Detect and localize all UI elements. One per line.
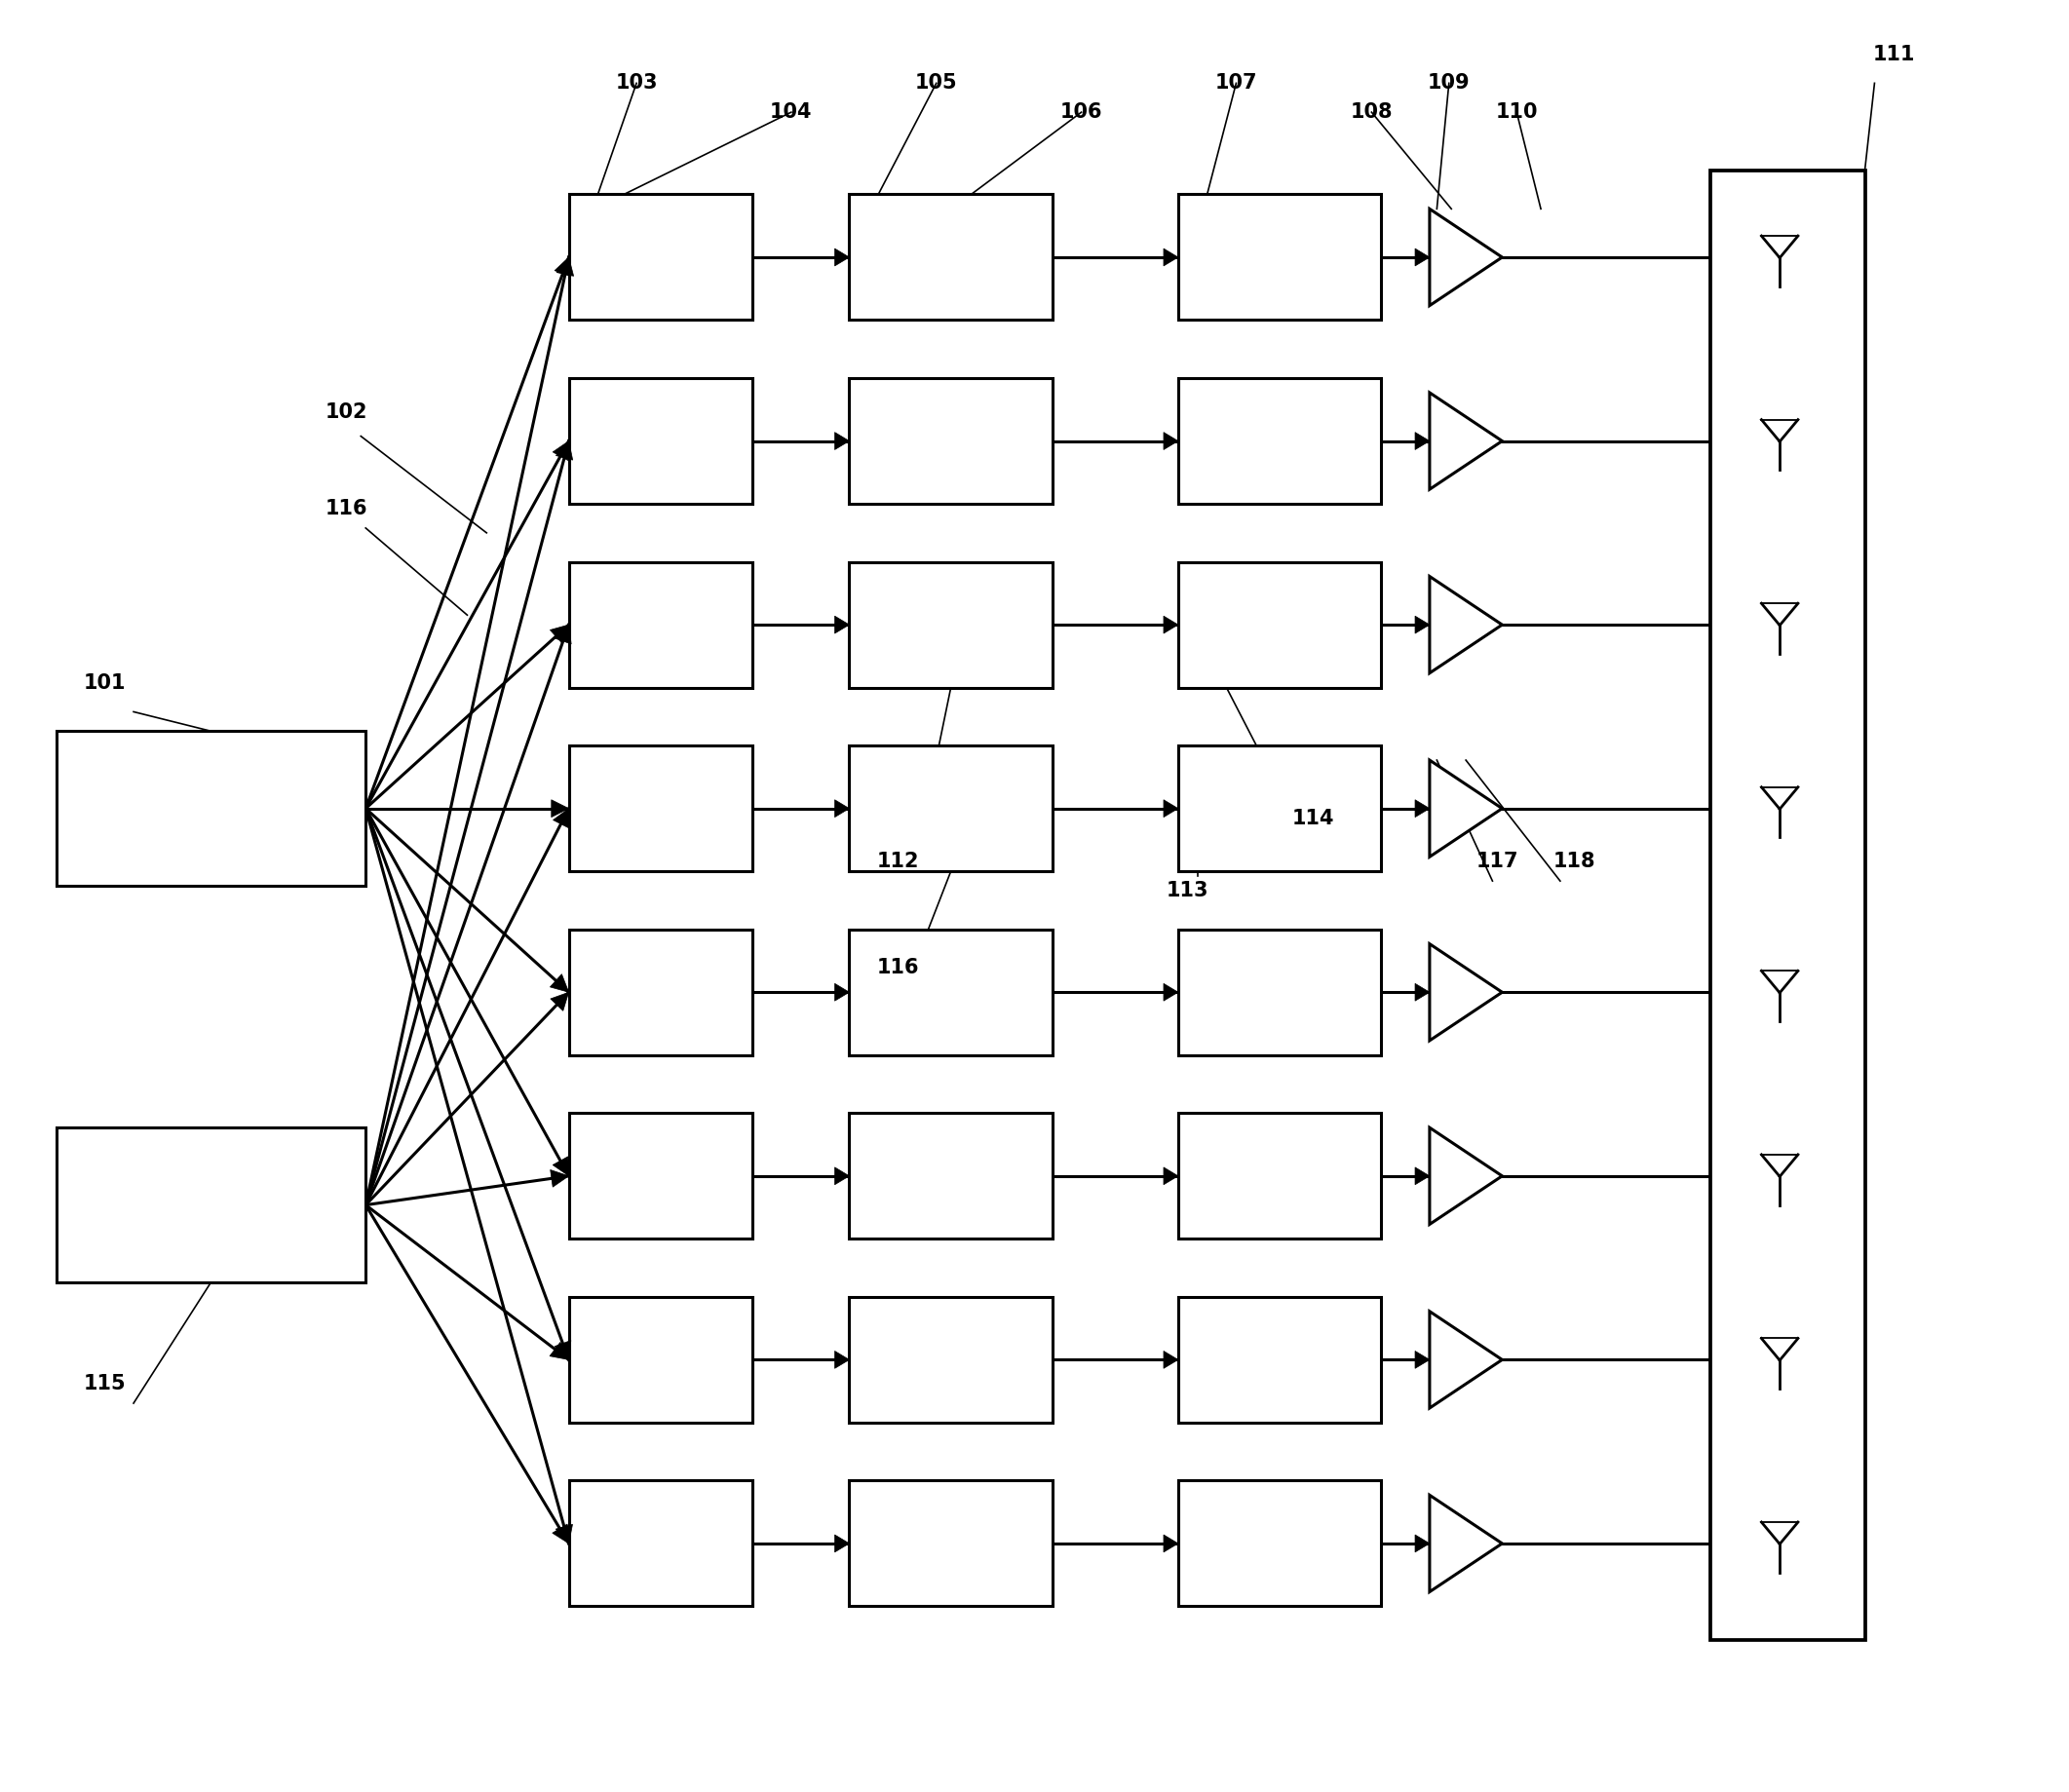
Text: 114: 114 [1293, 808, 1335, 828]
Polygon shape [834, 432, 848, 450]
Polygon shape [1430, 577, 1502, 674]
Text: 116: 116 [325, 498, 368, 518]
Polygon shape [1430, 1495, 1502, 1591]
Text: 102: 102 [325, 401, 368, 421]
Polygon shape [1415, 249, 1430, 265]
Bar [1177, 378, 1382, 504]
Bar [56, 1127, 366, 1283]
Polygon shape [1163, 799, 1177, 817]
Bar [1177, 563, 1382, 688]
Polygon shape [550, 799, 569, 817]
Polygon shape [1163, 616, 1177, 633]
Polygon shape [550, 1342, 569, 1360]
Polygon shape [550, 975, 569, 993]
Text: 115: 115 [83, 1374, 126, 1394]
Bar [848, 1480, 1053, 1606]
Polygon shape [1415, 984, 1430, 1002]
Polygon shape [1415, 1351, 1430, 1369]
Polygon shape [834, 249, 848, 265]
Bar [569, 563, 753, 688]
Bar [848, 1113, 1053, 1238]
Text: 112: 112 [877, 851, 919, 871]
Bar [848, 194, 1053, 321]
Polygon shape [1430, 1127, 1502, 1224]
Bar [569, 194, 753, 321]
Text: 103: 103 [614, 73, 658, 93]
Text: 116: 116 [877, 959, 919, 978]
Polygon shape [552, 1523, 569, 1543]
Bar [569, 745, 753, 871]
Polygon shape [1430, 944, 1502, 1041]
Polygon shape [1430, 210, 1502, 306]
Polygon shape [834, 616, 848, 633]
Polygon shape [554, 625, 571, 643]
Bar [848, 745, 1053, 871]
Bar [569, 378, 753, 504]
Polygon shape [550, 993, 569, 1011]
Polygon shape [1163, 1167, 1177, 1185]
Polygon shape [1163, 984, 1177, 1002]
Text: 105: 105 [914, 73, 958, 93]
Text: 107: 107 [1215, 73, 1258, 93]
Bar [848, 1297, 1053, 1423]
Polygon shape [1415, 799, 1430, 817]
Polygon shape [557, 441, 573, 461]
Polygon shape [1415, 1534, 1430, 1552]
Polygon shape [552, 1156, 569, 1176]
Bar [848, 378, 1053, 504]
Polygon shape [1163, 1351, 1177, 1369]
Polygon shape [1415, 616, 1430, 633]
Text: 101: 101 [83, 674, 126, 692]
Bar [1711, 170, 1864, 1640]
Text: 117: 117 [1475, 851, 1519, 871]
Polygon shape [1430, 760, 1502, 857]
Polygon shape [834, 799, 848, 817]
Polygon shape [1415, 1167, 1430, 1185]
Bar [56, 731, 366, 885]
Text: 113: 113 [1167, 882, 1208, 900]
Bar [1177, 1113, 1382, 1238]
Polygon shape [1415, 432, 1430, 450]
Polygon shape [1430, 1312, 1502, 1409]
Polygon shape [834, 1351, 848, 1369]
Bar [1177, 1480, 1382, 1606]
Polygon shape [552, 441, 569, 461]
Polygon shape [550, 1170, 569, 1186]
Bar [569, 1113, 753, 1238]
Bar [569, 930, 753, 1055]
Polygon shape [552, 808, 569, 828]
Text: 111: 111 [1872, 45, 1916, 65]
Polygon shape [554, 258, 571, 276]
Text: 118: 118 [1554, 851, 1595, 871]
Text: 104: 104 [770, 102, 813, 122]
Polygon shape [1430, 392, 1502, 489]
Bar [848, 930, 1053, 1055]
Text: 110: 110 [1496, 102, 1537, 122]
Polygon shape [834, 1167, 848, 1185]
Bar [848, 563, 1053, 688]
Polygon shape [1163, 1534, 1177, 1552]
Bar [569, 1297, 753, 1423]
Polygon shape [557, 1525, 573, 1543]
Text: 106: 106 [1059, 102, 1103, 122]
Polygon shape [554, 1340, 571, 1360]
Polygon shape [1163, 432, 1177, 450]
Polygon shape [1163, 249, 1177, 265]
Bar [1177, 194, 1382, 321]
Polygon shape [550, 625, 569, 643]
Bar [1177, 1297, 1382, 1423]
Bar [1177, 930, 1382, 1055]
Bar [1177, 745, 1382, 871]
Polygon shape [834, 984, 848, 1002]
Text: 108: 108 [1351, 102, 1392, 122]
Polygon shape [557, 258, 573, 276]
Polygon shape [834, 1534, 848, 1552]
Text: 109: 109 [1428, 73, 1471, 93]
Bar [569, 1480, 753, 1606]
